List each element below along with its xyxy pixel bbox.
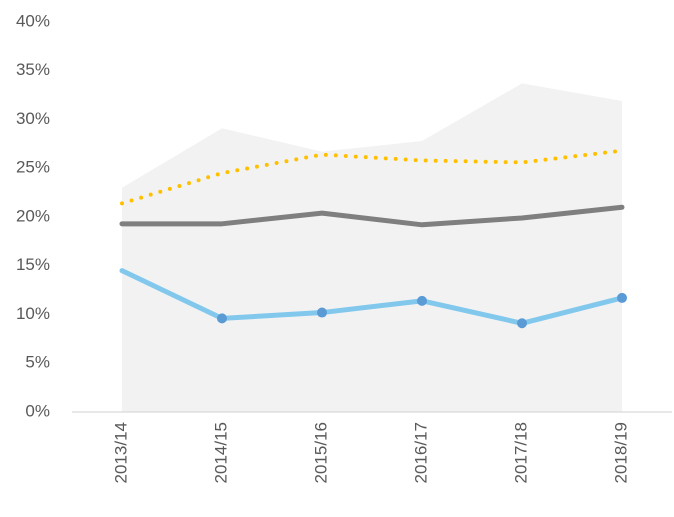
series-marker (617, 292, 627, 303)
y-tick-label: 15% (16, 255, 50, 274)
y-tick-label: 40% (16, 11, 50, 30)
y-tick-label: 20% (16, 206, 50, 225)
y-tick-label: 0% (25, 401, 50, 420)
series-marker (317, 307, 327, 318)
x-tick-label: 2016/17 (411, 422, 430, 483)
x-tick-label: 2018/19 (611, 422, 630, 483)
x-tick-label: 2017/18 (511, 422, 530, 483)
x-tick-label: 2014/15 (211, 422, 230, 483)
series-marker (217, 313, 227, 324)
y-tick-label: 10% (16, 304, 50, 323)
y-tick-label: 25% (16, 158, 50, 177)
y-tick-label: 5% (25, 353, 50, 372)
x-tick-label: 2013/14 (111, 422, 130, 483)
series-line (119, 204, 625, 228)
range-area (122, 83, 622, 413)
series-marker (517, 318, 527, 329)
series-line (119, 268, 625, 326)
series-marker (417, 295, 427, 306)
y-tick-label: 35% (16, 60, 50, 79)
y-tick-label: 30% (16, 109, 50, 128)
x-tick-label: 2015/16 (311, 422, 330, 483)
